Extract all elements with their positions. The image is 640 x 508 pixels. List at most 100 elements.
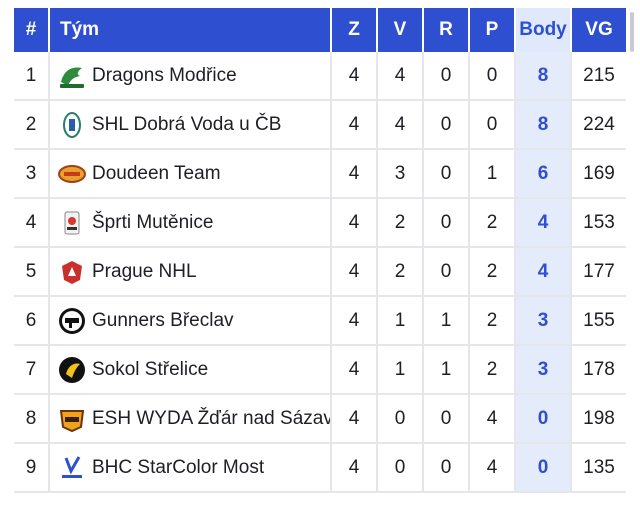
table-row[interactable]: 1 Dragons Modřice 4 4 0 0 8 215 [14, 52, 626, 101]
cell-team: BHC StarColor Most [50, 444, 332, 493]
standings-table-container: # Tým Z V R P Body VG 1 Dragons Modřice 4 4… [14, 8, 626, 493]
cell-wins: 4 [378, 101, 424, 150]
cell-points: 4 [516, 199, 572, 248]
gunners-logo-icon [58, 307, 86, 335]
cell-losses: 2 [470, 199, 516, 248]
sprti-logo-icon [58, 209, 86, 237]
cell-rank: 7 [14, 346, 50, 395]
bhc-logo-icon [58, 454, 86, 482]
team-name-link[interactable]: BHC StarColor Most [92, 456, 265, 478]
table-row[interactable]: 4 Šprti Mutěnice 4 2 0 2 4 153 [14, 199, 626, 248]
cell-team: Gunners Břeclav [50, 297, 332, 346]
cell-goals: 177 [572, 248, 626, 297]
cell-losses: 4 [470, 395, 516, 444]
cell-games: 4 [332, 248, 378, 297]
cell-games: 4 [332, 101, 378, 150]
team-name-link[interactable]: SHL Dobrá Voda u ČB [92, 113, 282, 135]
cell-rank: 2 [14, 101, 50, 150]
table-row[interactable]: 8 ESH WYDA Žďár nad Sázavou 4 0 0 4 0 198 [14, 395, 626, 444]
cell-losses: 2 [470, 248, 516, 297]
cell-draws: 0 [424, 52, 470, 101]
cell-rank: 4 [14, 199, 50, 248]
team-name-link[interactable]: Sokol Střelice [92, 358, 209, 380]
header-losses[interactable]: P [470, 8, 516, 52]
cell-wins: 1 [378, 297, 424, 346]
table-row[interactable]: 7 Sokol Střelice 4 1 1 2 3 178 [14, 346, 626, 395]
cell-points: 0 [516, 395, 572, 444]
cell-wins: 3 [378, 150, 424, 199]
cell-points: 3 [516, 297, 572, 346]
prague-logo-icon [58, 258, 86, 286]
cell-games: 4 [332, 395, 378, 444]
cell-games: 4 [332, 52, 378, 101]
cell-points: 6 [516, 150, 572, 199]
cell-games: 4 [332, 199, 378, 248]
header-draws[interactable]: R [424, 8, 470, 52]
cell-rank: 8 [14, 395, 50, 444]
cell-draws: 0 [424, 444, 470, 493]
team-name-link[interactable]: Gunners Břeclav [92, 309, 234, 331]
cell-goals: 215 [572, 52, 626, 101]
cell-points: 8 [516, 101, 572, 150]
cell-wins: 2 [378, 248, 424, 297]
header-points[interactable]: Body [516, 8, 572, 52]
cell-wins: 1 [378, 346, 424, 395]
cell-games: 4 [332, 444, 378, 493]
scrollbar[interactable] [630, 12, 634, 52]
esh-logo-icon [58, 405, 86, 433]
cell-wins: 0 [378, 395, 424, 444]
table-row[interactable]: 2 SHL Dobrá Voda u ČB 4 4 0 0 8 224 [14, 101, 626, 150]
cell-wins: 4 [378, 52, 424, 101]
cell-draws: 1 [424, 297, 470, 346]
cell-draws: 0 [424, 248, 470, 297]
cell-games: 4 [332, 150, 378, 199]
team-name-link[interactable]: Prague NHL [92, 260, 197, 282]
table-row[interactable]: 6 Gunners Břeclav 4 1 1 2 3 155 [14, 297, 626, 346]
table-row[interactable]: 3 Doudeen Team 4 3 0 1 6 169 [14, 150, 626, 199]
cell-team: Sokol Střelice [50, 346, 332, 395]
standings-table: # Tým Z V R P Body VG 1 Dragons Modřice 4 4… [14, 8, 626, 493]
header-wins[interactable]: V [378, 8, 424, 52]
cell-games: 4 [332, 297, 378, 346]
table-row[interactable]: 9 BHC StarColor Most 4 0 0 4 0 135 [14, 444, 626, 493]
cell-draws: 0 [424, 150, 470, 199]
header-goals[interactable]: VG [572, 8, 626, 52]
header-games[interactable]: Z [332, 8, 378, 52]
header-team[interactable]: Tým [50, 8, 332, 52]
cell-draws: 1 [424, 346, 470, 395]
header-rank[interactable]: # [14, 8, 50, 52]
cell-team: Prague NHL [50, 248, 332, 297]
cell-points: 0 [516, 444, 572, 493]
cell-rank: 9 [14, 444, 50, 493]
cell-draws: 0 [424, 395, 470, 444]
cell-team: Šprti Mutěnice [50, 199, 332, 248]
cell-goals: 155 [572, 297, 626, 346]
cell-rank: 6 [14, 297, 50, 346]
cell-goals: 153 [572, 199, 626, 248]
cell-losses: 1 [470, 150, 516, 199]
team-name-link[interactable]: Doudeen Team [92, 162, 221, 184]
cell-losses: 2 [470, 297, 516, 346]
dragon-logo-icon [58, 62, 86, 90]
cell-team: ESH WYDA Žďár nad Sázavou [50, 395, 332, 444]
cell-points: 4 [516, 248, 572, 297]
cell-draws: 0 [424, 199, 470, 248]
team-name-link[interactable]: Dragons Modřice [92, 64, 237, 86]
cell-goals: 169 [572, 150, 626, 199]
cell-wins: 2 [378, 199, 424, 248]
cell-goals: 198 [572, 395, 626, 444]
cell-wins: 0 [378, 444, 424, 493]
table-header-row: # Tým Z V R P Body VG [14, 8, 626, 52]
cell-losses: 0 [470, 101, 516, 150]
cell-goals: 178 [572, 346, 626, 395]
cell-points: 8 [516, 52, 572, 101]
team-name-link[interactable]: ESH WYDA Žďár nad Sázavou [92, 407, 332, 429]
doudeen-logo-icon [58, 160, 86, 188]
cell-games: 4 [332, 346, 378, 395]
cell-goals: 224 [572, 101, 626, 150]
sokol-logo-icon [58, 356, 86, 384]
table-row[interactable]: 5 Prague NHL 4 2 0 2 4 177 [14, 248, 626, 297]
cell-losses: 2 [470, 346, 516, 395]
cell-team: Doudeen Team [50, 150, 332, 199]
team-name-link[interactable]: Šprti Mutěnice [92, 211, 214, 233]
